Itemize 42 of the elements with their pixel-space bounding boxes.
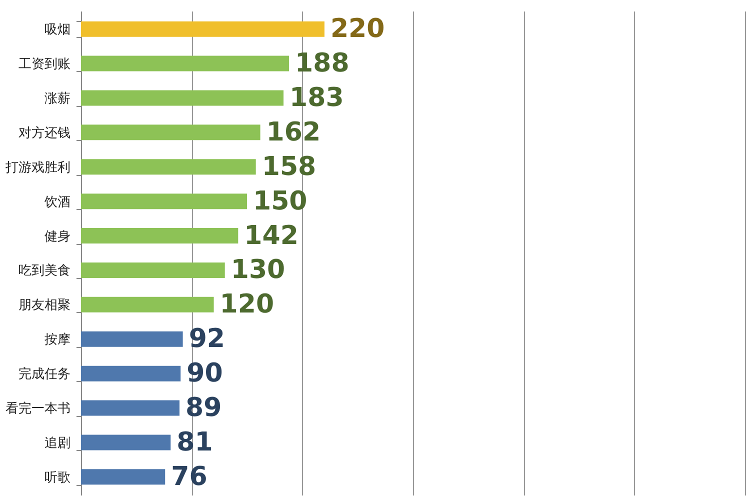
bar [81,56,290,72]
bar [81,159,256,175]
data-label: 120 [220,290,274,320]
data-label: 89 [185,393,222,424]
y-tick-label: 吃到美食 [18,262,70,279]
data-label: 90 [186,358,223,389]
data-label: 150 [253,186,308,216]
y-tick-label: 朋友相聚 [18,298,70,314]
data-label: 158 [262,152,316,182]
y-tick-label: 工资到账 [18,57,70,72]
bar [81,194,247,210]
bar [81,331,183,347]
y-tick-label: 对方还钱 [18,124,70,141]
y-tick-label: 完成任务 [18,366,70,382]
bar [81,124,260,140]
bar [81,228,238,244]
y-tick-label: 听歌 [44,470,70,486]
bar [81,400,180,416]
bar [81,262,225,278]
y-tick-label: 追剧 [44,436,70,451]
bar [81,21,324,37]
data-label: 142 [244,220,298,251]
y-tick-label: 打游戏胜利 [4,160,70,176]
data-label: 162 [266,117,321,148]
data-label: 92 [188,324,225,354]
data-label: 220 [330,14,385,44]
y-tick-label: 吸烟 [44,22,70,38]
data-label: 188 [295,48,350,79]
bar [81,469,166,485]
y-tick-label: 健身 [44,229,70,244]
bar [81,366,181,382]
bar [81,90,284,106]
data-label: 130 [230,255,286,286]
bar [81,434,171,450]
data-label: 81 [176,427,213,458]
y-tick-label: 饮酒 [44,194,70,210]
y-tick-label: 看完一本书 [6,400,70,417]
y-tick-label: 涨薪 [44,91,70,106]
data-label: 183 [290,82,344,113]
data-label: 76 [171,462,208,492]
y-tick-label: 按摩 [44,332,70,348]
bar [81,296,214,312]
